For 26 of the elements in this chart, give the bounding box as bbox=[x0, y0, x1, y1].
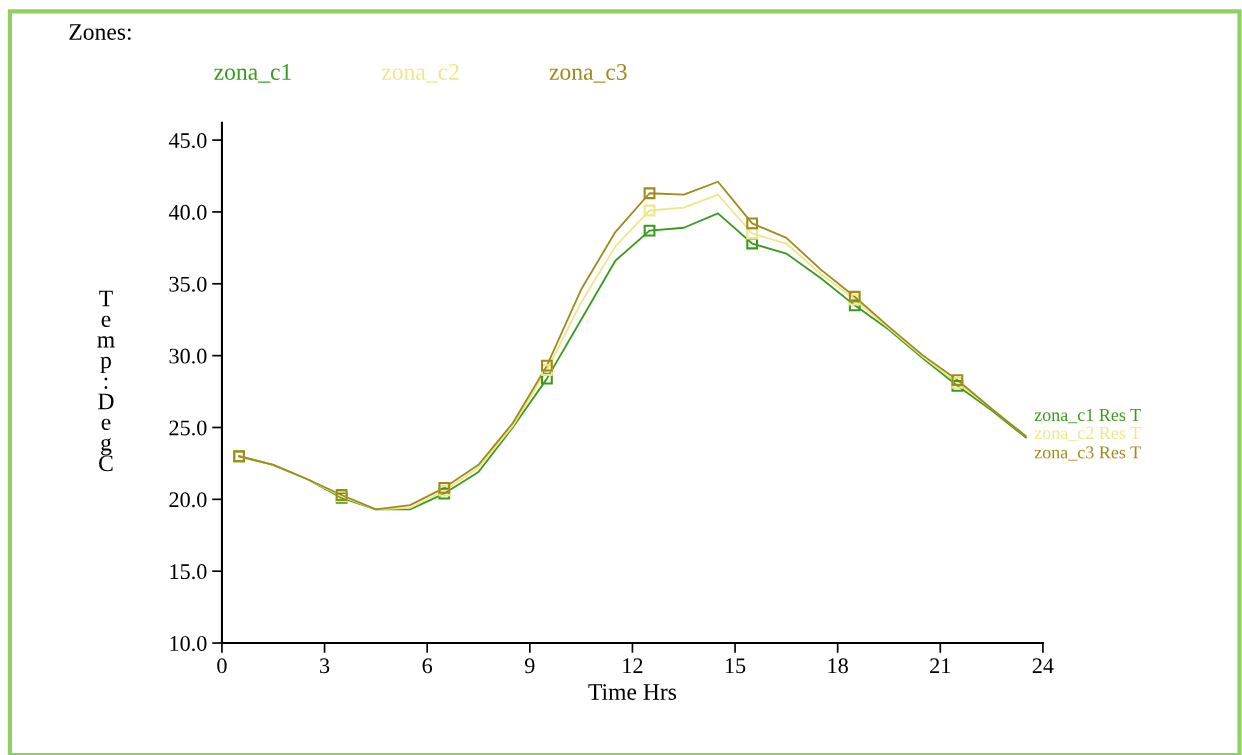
text: zona_c2 bbox=[381, 64, 459, 83]
y-tick-label: 45.0 bbox=[168, 133, 207, 149]
x-tick-label: 0 bbox=[217, 658, 227, 674]
legend-title: Zones: bbox=[69, 24, 131, 40]
y-tick-label: 30.0 bbox=[169, 348, 207, 364]
y-tick-label: 35.0 bbox=[169, 276, 207, 292]
x-tick-label: 24 bbox=[1032, 658, 1054, 674]
y-tick-label: 25.0 bbox=[169, 420, 207, 436]
x-tick-label: 12 bbox=[623, 658, 643, 674]
annotation: zona_c3 Res T bbox=[1034, 446, 1141, 461]
annotation: zona_c2 Res T bbox=[1034, 426, 1141, 442]
y-tick-label: 40.0 bbox=[168, 204, 207, 220]
x-tick-label: 6 bbox=[422, 658, 433, 674]
x-tick-label: 9 bbox=[524, 658, 535, 674]
x-tick-label: 21 bbox=[930, 658, 951, 674]
y-tick-label: 10.0 bbox=[170, 635, 207, 652]
x-tick-label: 3 bbox=[320, 658, 330, 674]
y-tick-label: 20.0 bbox=[169, 492, 207, 508]
annotation: zona_c1 Res T bbox=[1034, 408, 1141, 424]
x-axis-title: Time Hrs bbox=[588, 684, 677, 700]
x-tick-label: 15 bbox=[725, 658, 746, 674]
text: zona_c1 bbox=[214, 64, 291, 83]
text: Temp: DegC bbox=[97, 290, 115, 472]
y-tick-label: 15.0 bbox=[170, 564, 207, 580]
text: zona_c3 bbox=[549, 64, 627, 83]
x-tick-label: 18 bbox=[828, 658, 848, 674]
